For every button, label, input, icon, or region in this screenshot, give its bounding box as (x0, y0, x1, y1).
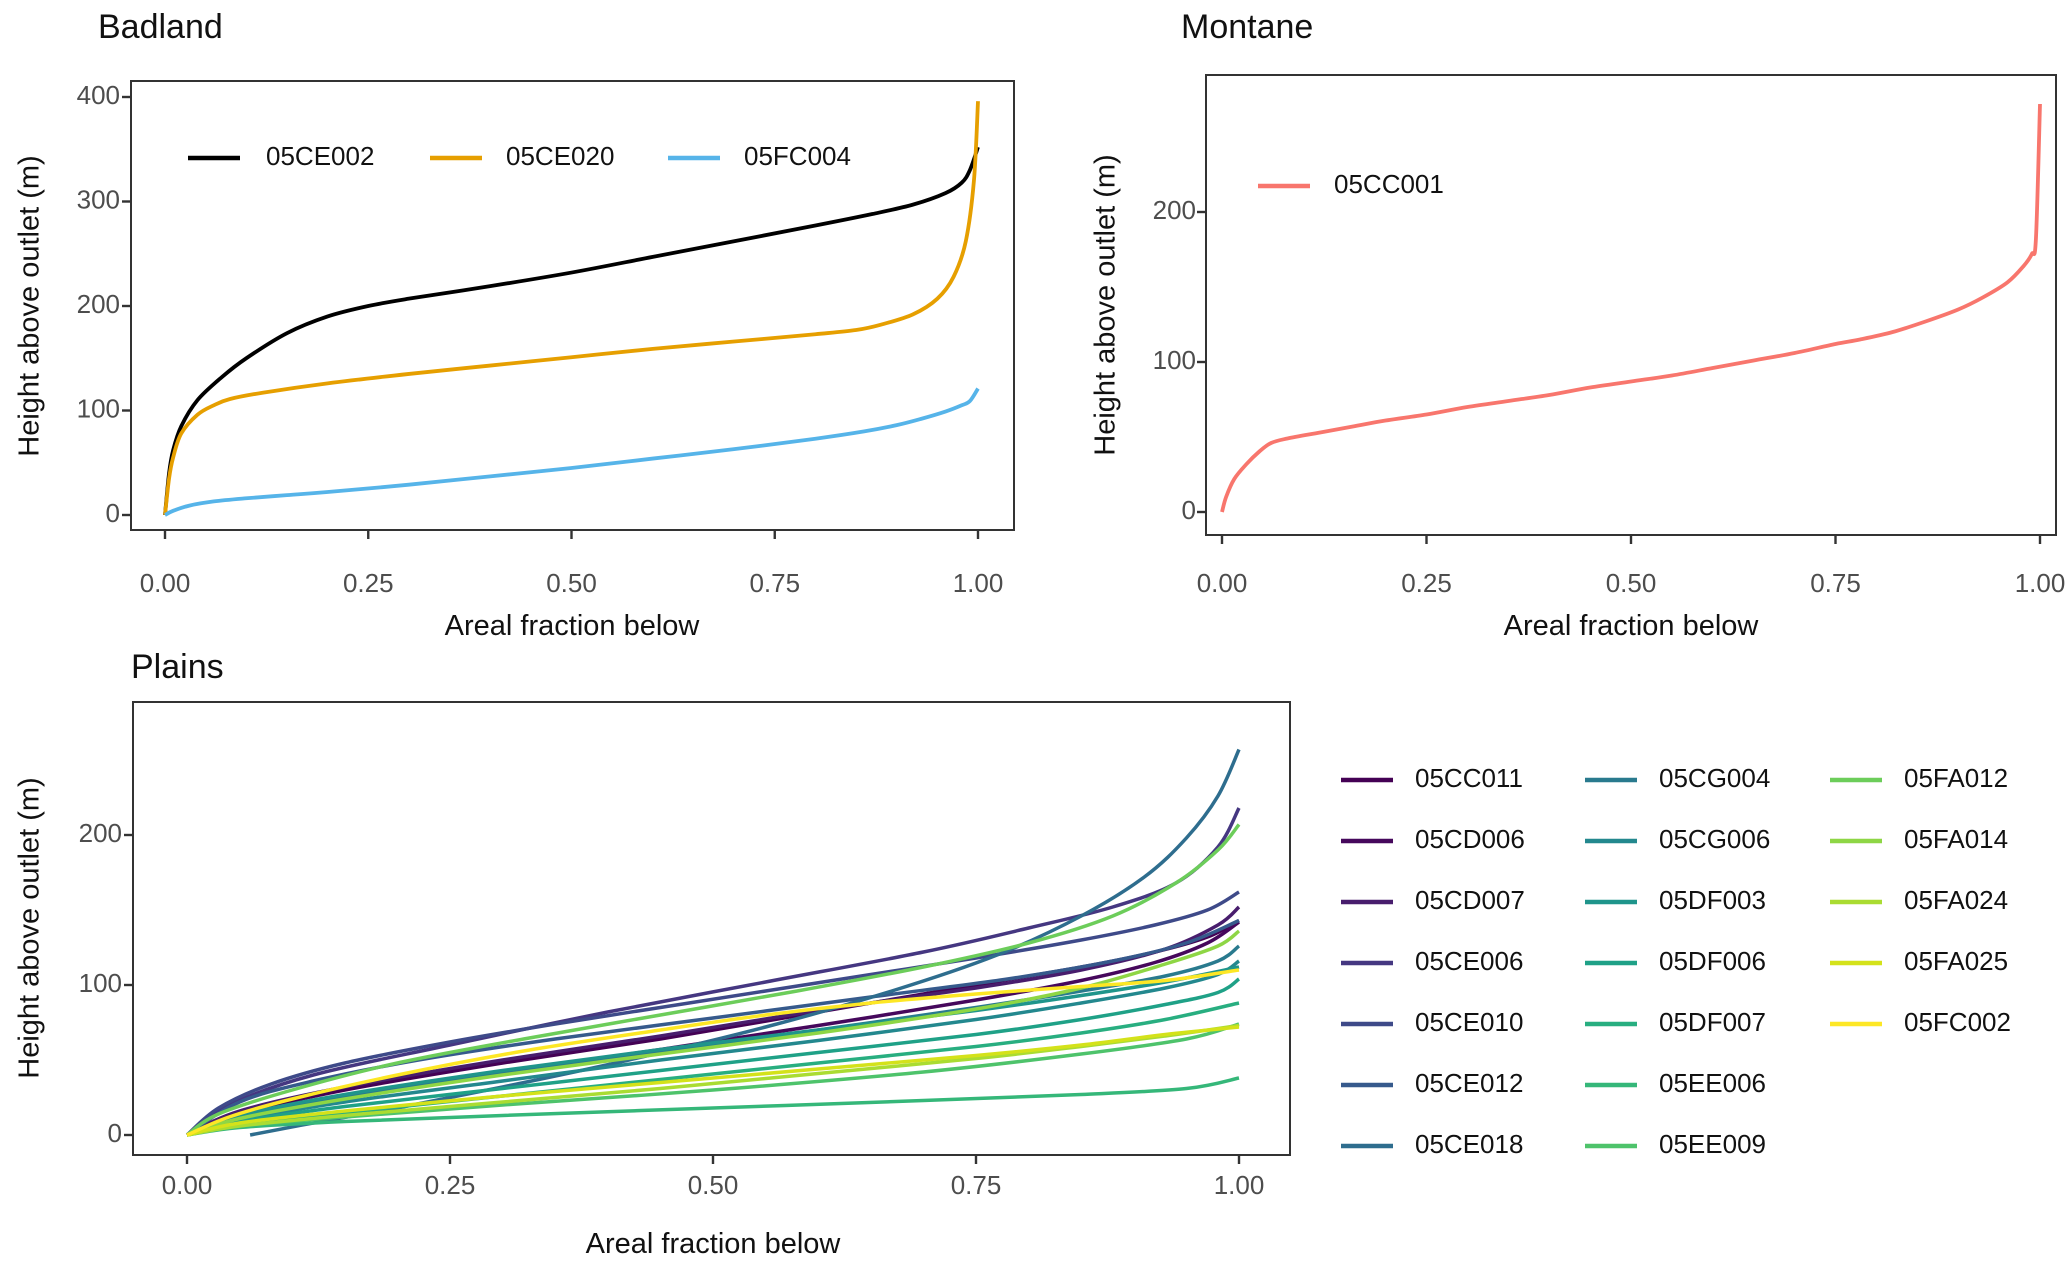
legend-label-05DF003: 05DF003 (1659, 885, 1766, 915)
badland-y-tick-label: 0 (106, 498, 120, 528)
badland-x-tick-label: 0.00 (140, 568, 191, 598)
plains-x-tick-label: 0.50 (688, 1170, 739, 1200)
legend-label-05CC011: 05CC011 (1415, 763, 1523, 793)
curve-05DF003 (186, 965, 1240, 1137)
badland-panel: 0.00 0.25 0.50 0.75 1.00 0 100 200 300 400 05CE002… (77, 80, 1015, 598)
curve-05FC002 (186, 968, 1240, 1137)
legend-label-05CE006: 05CE006 (1415, 946, 1523, 976)
badland-panel-title: Badland (98, 8, 223, 46)
legend-label-05EE006: 05EE006 (1659, 1068, 1766, 1098)
legend-label-05FC004: 05FC004 (744, 141, 851, 171)
montane-panel: 0.00 0.25 0.50 0.75 1.00 0 100 200 05CC001 (1153, 74, 2066, 598)
badland-x-tick-label: 0.75 (749, 568, 800, 598)
legend-label-05FA025: 05FA025 (1904, 946, 2008, 976)
montane-x-tick-label: 0.00 (1197, 568, 1248, 598)
plains-x-axis-title: Areal fraction below (585, 1228, 841, 1260)
legend-label-05CE010: 05CE010 (1415, 1007, 1523, 1037)
legend-label-05CG004: 05CG004 (1659, 763, 1770, 793)
montane-x-tick-label: 0.75 (1810, 568, 1861, 598)
legend-label-05FA012: 05FA012 (1904, 763, 2008, 793)
badland-y-tick-label: 100 (77, 393, 120, 423)
legend-label-05CE018: 05CE018 (1415, 1129, 1523, 1159)
badland-x-axis-title: Areal fraction below (444, 610, 700, 642)
badland-y-tick-label: 200 (77, 289, 120, 319)
curve-05EE006 (186, 1076, 1240, 1137)
legend-label-05FC002: 05FC002 (1904, 1007, 2011, 1037)
curve-05CE002 (163, 146, 980, 516)
plains-y-tick-label: 0 (108, 1118, 122, 1148)
plains-panel-title: Plains (131, 648, 224, 686)
montane-legend: 05CC001 (1258, 169, 1444, 199)
curve-05FC004 (164, 387, 980, 517)
montane-y-tick-label: 200 (1153, 195, 1196, 225)
plains-panel-border (132, 701, 1291, 1156)
plains-y-axis-title: Height above outlet (m) (13, 777, 46, 1079)
legend-label-05CC001: 05CC001 (1334, 169, 1444, 199)
legend-label-05CE002: 05CE002 (266, 141, 374, 171)
plains-y-tick-label: 100 (79, 968, 122, 998)
montane-panel-border (1205, 74, 2057, 536)
curve-05FA014 (186, 929, 1241, 1137)
badland-y-axis-title: Height above outlet (m) (13, 155, 46, 457)
badland-y-tick-label: 300 (77, 184, 120, 214)
legend-label-05CG006: 05CG006 (1659, 824, 1770, 854)
montane-y-tick-label: 0 (1182, 495, 1196, 525)
legend-label-05FA024: 05FA024 (1904, 885, 2008, 915)
legend-label-05DF006: 05DF006 (1659, 946, 1766, 976)
legend-label-05CD006: 05CD006 (1415, 824, 1525, 854)
badland-x-tick-label: 0.50 (546, 568, 597, 598)
badland-x-tick-label: 1.00 (953, 568, 1004, 598)
curve-05CG006 (186, 959, 1241, 1137)
curve-05DF006 (186, 977, 1241, 1137)
montane-x-tick-label: 0.25 (1401, 568, 1452, 598)
legend-label-05EE009: 05EE009 (1659, 1129, 1766, 1159)
curve-05CE012 (186, 918, 1240, 1137)
plains-x-tick-label: 1.00 (1214, 1170, 1265, 1200)
plains-x-tick-label: 0.25 (425, 1170, 476, 1200)
montane-x-tick-label: 1.00 (2015, 568, 2066, 598)
plains-x-tick-label: 0.75 (951, 1170, 1002, 1200)
montane-y-axis-title: Height above outlet (m) (1089, 154, 1122, 456)
curve-05FA025 (186, 1025, 1240, 1137)
legend-label-05DF007: 05DF007 (1659, 1007, 1766, 1037)
legend-label-05CE012: 05CE012 (1415, 1068, 1523, 1098)
plains-panel: 0.00 0.25 0.50 0.75 1.00 0 100 200 05CC011 05CD00… (79, 701, 2011, 1200)
montane-x-tick-label: 0.50 (1606, 568, 1657, 598)
legend-label-05FA014: 05FA014 (1904, 824, 2008, 854)
badland-legend: 05CE002 05CE020 05FC004 (188, 141, 851, 171)
montane-panel-title: Montane (1181, 8, 1314, 46)
curve-05FA012 (185, 823, 1241, 1137)
curve-05CC001 (1220, 103, 2042, 513)
montane-y-tick-label: 100 (1153, 345, 1196, 375)
curve-05CE010 (185, 890, 1240, 1137)
curve-05CE020 (163, 101, 980, 516)
plains-x-tick-label: 0.00 (162, 1170, 213, 1200)
plains-legend: 05CC011 05CD006 05CD007 05CE006 05CE010 05CE0… (1341, 763, 2011, 1159)
legend-label-05CE020: 05CE020 (506, 141, 614, 171)
legend-label-05CD007: 05CD007 (1415, 885, 1525, 915)
badland-y-tick-label: 400 (77, 80, 120, 110)
plains-y-tick-label: 200 (79, 818, 122, 848)
montane-x-axis-title: Areal fraction below (1503, 610, 1759, 642)
badland-x-tick-label: 0.25 (343, 568, 394, 598)
